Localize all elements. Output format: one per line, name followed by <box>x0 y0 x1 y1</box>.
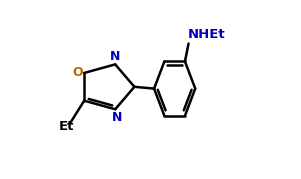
Text: Et: Et <box>59 120 74 133</box>
Text: NHEt: NHEt <box>188 28 225 41</box>
Text: O: O <box>72 66 83 79</box>
Text: N: N <box>110 50 120 63</box>
Text: N: N <box>112 111 122 124</box>
